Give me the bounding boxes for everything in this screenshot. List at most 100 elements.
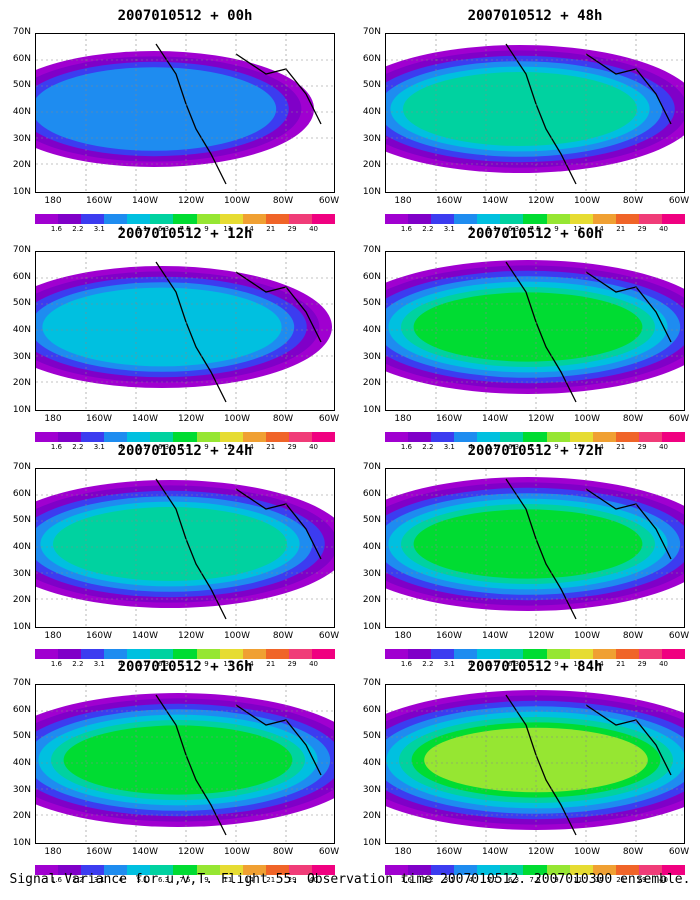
colorbar-label: 11: [573, 443, 583, 451]
colorbar-label: 7.5: [179, 443, 191, 451]
colorbar-label: 5.1: [486, 660, 498, 668]
colorbar-label: 14: [244, 443, 254, 451]
colorbar-swatch: [58, 432, 82, 442]
lon-label: 80W: [622, 847, 644, 857]
colorbar-swatch: [431, 649, 455, 659]
lat-label: 30N: [12, 351, 31, 362]
colorbar-label: 29: [637, 660, 647, 668]
colorbar: [35, 432, 336, 442]
colorbar-label: 11: [573, 876, 583, 884]
colorbar-swatch: [385, 214, 409, 224]
colorbar-label: 21: [616, 225, 626, 233]
colorbar-swatch: [127, 214, 151, 224]
colorbar-label: 9: [554, 225, 559, 233]
colorbar-swatch: [265, 649, 289, 659]
colorbar-swatch: [385, 432, 409, 442]
colorbar-label: 14: [594, 660, 604, 668]
colorbar-swatch: [638, 432, 662, 442]
map-panel-00h: 2007010512 + 00h 70N 60N 50N 40N 30N 20N 10N 18…: [13, 8, 339, 233]
colorbar-swatch: [104, 432, 128, 442]
colorbar-label: 5.1: [136, 443, 148, 451]
panel-title: 2007010512 + 36h: [117, 659, 253, 675]
colorbar-label: 6.3: [507, 225, 520, 233]
colorbar-label: 5.1: [136, 225, 148, 233]
lon-label: 60W: [668, 847, 690, 857]
colorbar-swatch: [265, 214, 289, 224]
colorbar-label: 5.1: [136, 876, 148, 884]
colorbar-label: 1.6: [400, 443, 412, 451]
colorbar-swatch: [454, 649, 478, 659]
lat-label: 10N: [12, 405, 31, 415]
lat-label: 60N: [362, 488, 381, 499]
variance-map: [385, 684, 685, 844]
colorbar-swatch: [500, 214, 524, 224]
lat-label: 70N: [12, 27, 31, 37]
colorbar-swatch: [546, 432, 570, 442]
colorbar-label: 40: [309, 660, 319, 668]
colorbar-swatch: [173, 865, 197, 875]
colorbar-swatch: [408, 649, 432, 659]
panel-title: 2007010512 + 60h: [467, 226, 603, 242]
lon-label: 80W: [622, 196, 644, 206]
colorbar-label: 11: [223, 660, 233, 668]
lat-label: 30N: [362, 568, 381, 579]
contour-band: [42, 287, 282, 367]
colorbar-label: 7.5: [529, 225, 541, 233]
colorbar-label: 29: [287, 443, 297, 451]
colorbar-labels: 1.6 2.2 3.1 4 5.1 6.3 7.5 9 11 14 21 29 40: [35, 876, 335, 886]
lon-label: 120W: [177, 414, 205, 424]
lat-label: 20N: [362, 811, 381, 822]
variance-field: [386, 252, 684, 410]
colorbar-swatch: [127, 865, 151, 875]
colorbar: [35, 649, 336, 659]
colorbar-label: 7.5: [179, 660, 191, 668]
contour-band: [413, 509, 643, 579]
colorbar-swatch: [288, 649, 312, 659]
lon-label: 80W: [272, 631, 294, 641]
colorbar-label: 3.1: [443, 660, 455, 668]
colorbar-swatch: [523, 865, 547, 875]
lon-label: 120W: [177, 631, 205, 641]
colorbar-swatch: [454, 865, 478, 875]
lon-label: 180: [394, 196, 412, 206]
colorbar-label: 40: [659, 225, 669, 233]
lon-label: 180: [44, 631, 62, 641]
lat-label: 60N: [12, 271, 31, 282]
lat-label: 10N: [362, 187, 381, 197]
lon-label: 160W: [435, 847, 463, 857]
lon-label: 140W: [131, 414, 159, 424]
lon-label: 60W: [318, 631, 340, 641]
colorbar-labels: 1.6 2.2 3.1 4 5.1 6.3 7.5 9 11 14 21 29 40: [385, 660, 685, 670]
lon-label: 120W: [527, 414, 555, 424]
colorbar-swatch: [431, 214, 455, 224]
colorbar-label: 5.1: [486, 876, 498, 884]
lat-label: 70N: [362, 462, 381, 472]
colorbar-swatch: [81, 214, 105, 224]
colorbar: [385, 432, 686, 442]
colorbar-swatch: [127, 649, 151, 659]
colorbar-swatch: [311, 865, 336, 875]
lon-label: 140W: [481, 631, 509, 641]
colorbar-swatch: [173, 649, 197, 659]
colorbar-label: 6.3: [157, 876, 170, 884]
lat-label: 70N: [362, 245, 381, 255]
colorbar-label: 7.5: [179, 225, 191, 233]
colorbar: [385, 865, 686, 875]
colorbar-swatch: [104, 214, 128, 224]
colorbar-label: 2.2: [422, 876, 434, 884]
colorbar-label: 6.3: [157, 225, 170, 233]
lat-label: 40N: [12, 325, 31, 335]
colorbar-swatch: [219, 865, 243, 875]
contour-band: [403, 72, 637, 146]
colorbar-swatch: [81, 649, 105, 659]
colorbar-label: 29: [637, 443, 647, 451]
lat-label: 60N: [362, 271, 381, 282]
colorbar-swatch: [569, 865, 593, 875]
lon-label: 140W: [481, 847, 509, 857]
colorbar-swatch: [592, 432, 616, 442]
colorbar-swatch: [127, 432, 151, 442]
colorbar-swatch: [477, 214, 501, 224]
colorbar-swatch: [265, 865, 289, 875]
lon-label: 160W: [435, 196, 463, 206]
lat-label: 40N: [362, 758, 381, 768]
